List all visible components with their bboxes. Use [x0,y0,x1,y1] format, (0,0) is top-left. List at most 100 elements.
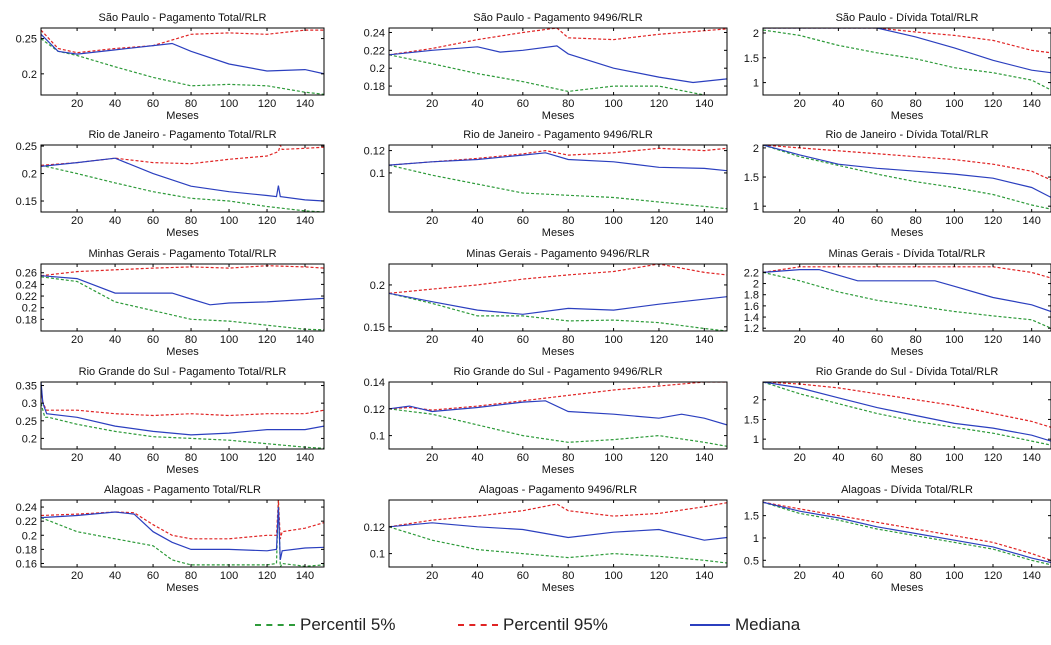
y-tick-label: 0.5 [744,555,759,567]
x-tick-label: 140 [1022,98,1040,110]
plot-frame [388,499,728,568]
x-tick-label: 140 [1022,334,1040,346]
series-line-median [41,275,324,306]
x-tick-label: 60 [147,215,159,227]
y-tick-label: 2 [753,279,759,291]
series-line-p95 [389,264,727,294]
y-tick-label: 0.1 [370,431,385,443]
x-tick-label: 140 [1022,215,1040,227]
subplot-title: Rio de Janeiro - Pagamento Total/RLR [88,129,276,141]
y-tick-label: 1.2 [744,323,759,335]
x-tick-label: 60 [147,452,159,464]
series-line-median [41,33,324,75]
subplot: Rio Grande do Sul - Pagamento 9496/RLR 20… [364,366,728,476]
x-tick-label: 120 [984,334,1002,346]
subplot-title: Alagoas - Dívida Total/RLR [841,484,973,496]
subplot: Rio Grande do Sul - Dívida Total/RLR 20 40… [744,366,1051,476]
y-tick-label: 0.15 [364,322,385,334]
x-tick-label: 60 [147,570,159,582]
plot-frame [388,144,728,213]
y-tick-label: 0.2 [370,63,385,75]
x-tick-label: 80 [185,570,197,582]
x-tick-label: 60 [147,334,159,346]
series-line-median [389,152,727,172]
x-tick-label: 60 [517,215,529,227]
y-tick-label: 0.2 [22,530,37,542]
series-line-median [763,269,1051,313]
y-tick-label: 1.4 [744,312,759,324]
series-line-median [763,145,1051,198]
x-tick-label: 120 [650,215,668,227]
series-line-p5 [389,164,727,210]
x-tick-label: 40 [832,215,844,227]
x-tick-label: 100 [604,215,622,227]
y-tick-label: 0.12 [364,522,385,534]
x-tick-label: 20 [794,215,806,227]
series-line-p5 [763,382,1051,446]
x-axis-label: Meses [166,582,199,594]
y-tick-label: 0.24 [16,279,37,291]
x-tick-label: 80 [185,215,197,227]
subplot-title: Rio Grande do Sul - Dívida Total/RLR [816,366,999,378]
x-tick-label: 140 [1022,570,1040,582]
x-tick-label: 100 [604,570,622,582]
x-tick-label: 60 [871,98,883,110]
x-tick-label: 80 [185,452,197,464]
x-tick-label: 40 [471,98,483,110]
x-tick-label: 20 [426,334,438,346]
x-tick-label: 120 [984,215,1002,227]
x-tick-label: 40 [471,215,483,227]
x-tick-label: 100 [945,452,963,464]
y-tick-label: 0.2 [22,169,37,181]
x-tick-label: 20 [794,334,806,346]
x-tick-label: 20 [71,452,83,464]
series-line-p5 [389,54,720,95]
y-tick-label: 0.12 [364,146,385,158]
legend-swatch-median [690,624,730,626]
x-tick-label: 20 [794,452,806,464]
x-axis-label: Meses [166,110,199,122]
x-tick-label: 140 [695,452,713,464]
series-line-p5 [389,292,727,331]
series-line-median [389,400,727,426]
x-tick-label: 100 [604,452,622,464]
subplot: Minas Gerais - Pagamento 9496/RLR 20 40 60 8… [364,248,728,358]
subplot-title: Alagoas - Pagamento 9496/RLR [479,484,637,496]
plot-frame [388,381,728,450]
y-tick-label: 0.1 [370,168,385,180]
x-tick-label: 40 [832,98,844,110]
series-line-median [41,507,324,561]
series-line-p95 [389,502,727,528]
x-tick-label: 40 [832,570,844,582]
x-tick-label: 100 [220,215,238,227]
x-tick-label: 100 [604,334,622,346]
x-axis-label: Meses [891,464,924,476]
x-axis-label: Meses [166,464,199,476]
x-tick-label: 140 [296,570,314,582]
series-line-p95 [41,29,324,54]
series-line-p5 [41,500,324,567]
x-axis-label: Meses [166,346,199,358]
x-tick-label: 100 [220,334,238,346]
y-tick-label: 0.35 [16,381,37,393]
subplot: Alagoas - Pagamento 9496/RLR 20 40 60 80 100 1… [364,484,728,594]
x-tick-label: 20 [71,334,83,346]
x-tick-label: 80 [562,334,574,346]
plot-frame [40,263,325,332]
subplot-title: Rio de Janeiro - Pagamento 9496/RLR [463,129,653,141]
y-tick-label: 0.15 [16,196,37,208]
x-tick-label: 120 [650,334,668,346]
x-tick-label: 100 [220,98,238,110]
y-tick-label: 1 [753,434,759,446]
x-tick-label: 120 [650,452,668,464]
x-tick-label: 140 [695,98,713,110]
x-tick-label: 80 [562,98,574,110]
y-tick-label: 1.5 [744,511,759,523]
series-line-median [763,28,1051,74]
x-tick-label: 20 [71,98,83,110]
x-tick-label: 100 [945,334,963,346]
y-tick-label: 0.2 [22,433,37,445]
plot-frame [762,499,1051,568]
plot-frame [40,381,325,450]
y-tick-label: 0.18 [16,314,37,326]
